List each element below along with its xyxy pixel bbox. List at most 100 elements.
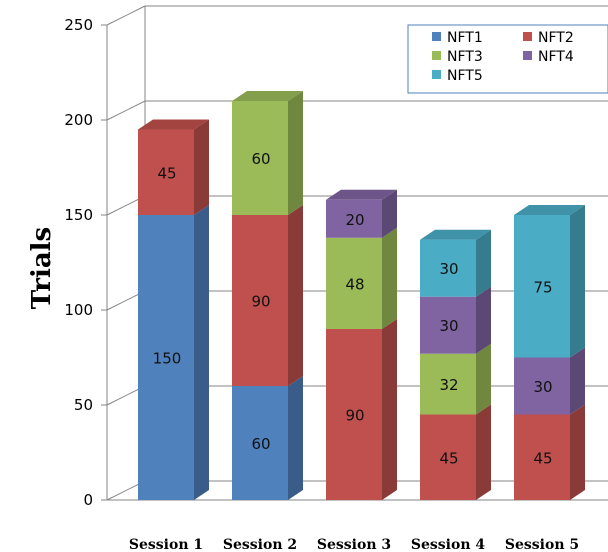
bar-segment: 48 xyxy=(326,227,397,329)
bar-side xyxy=(382,227,397,329)
bar-top xyxy=(326,189,397,200)
gridline-depth xyxy=(106,100,146,121)
x-category-label: Session 4 xyxy=(411,537,485,552)
bar-side xyxy=(382,319,397,500)
bar-front xyxy=(514,414,570,500)
bar-front xyxy=(232,215,288,386)
bar-segment: 20 xyxy=(326,189,397,238)
y-axis-label: Trials xyxy=(27,227,57,309)
y-tick-label: 0 xyxy=(83,491,93,509)
legend-swatch xyxy=(523,32,532,41)
legend: NFT1 NFT2 NFT3 NFT4 NFT5 xyxy=(407,24,608,94)
bar-side xyxy=(476,229,491,297)
bar-front xyxy=(138,215,194,500)
data-label: 30 xyxy=(439,260,458,278)
bar-side xyxy=(476,404,491,500)
bar-segment: 90 xyxy=(232,205,303,386)
bar-side xyxy=(476,343,491,415)
bar-side xyxy=(288,376,303,500)
bar-front xyxy=(514,215,570,358)
legend-swatch xyxy=(432,51,441,60)
legend-label: NFT5 xyxy=(447,68,483,84)
bar-front xyxy=(232,386,288,500)
bar-segment: 45 xyxy=(420,404,491,500)
bar-segment: 32 xyxy=(420,343,491,415)
bar-segment: 45 xyxy=(514,404,585,500)
bar-front xyxy=(326,199,382,238)
bar-segment: 30 xyxy=(514,347,585,415)
data-label: 30 xyxy=(533,378,552,396)
data-label: 30 xyxy=(439,317,458,335)
bar-front xyxy=(420,414,476,500)
bar-segment: 60 xyxy=(232,91,303,215)
legend-swatch xyxy=(432,70,441,79)
x-axis-categories: Session 1 Session 2 Session 3 Session 4 Sess… xyxy=(129,537,579,552)
bar-segment: 75 xyxy=(514,205,585,358)
bar-front xyxy=(326,237,382,329)
bar-segment: 45 xyxy=(138,119,209,215)
data-label: 90 xyxy=(251,293,270,311)
x-category-label: Session 3 xyxy=(317,537,391,552)
bar-front xyxy=(326,329,382,500)
legend-label: NFT2 xyxy=(538,30,574,46)
legend-swatch xyxy=(523,51,532,60)
data-label: 90 xyxy=(345,407,364,425)
gridline-depth xyxy=(106,5,146,26)
bar-segment: 30 xyxy=(420,229,491,297)
bar-front xyxy=(138,129,194,215)
legend-label: NFT1 xyxy=(447,30,483,46)
bar-front xyxy=(420,239,476,297)
y-tick-label: 50 xyxy=(74,396,93,414)
data-label: 60 xyxy=(251,435,270,453)
bar-side xyxy=(476,286,491,354)
bar-top xyxy=(420,229,491,240)
bar-segment: 150 xyxy=(138,205,209,500)
legend-item: NFT5 xyxy=(432,68,483,84)
data-label: 45 xyxy=(439,449,458,467)
bar-side xyxy=(288,205,303,386)
bar-front xyxy=(420,296,476,354)
legend-swatch xyxy=(432,32,441,41)
y-axis-ticks: 0 50 100 150 200 250 xyxy=(64,16,93,509)
bar-side xyxy=(570,205,585,358)
bar-side xyxy=(194,119,209,215)
legend-item: NFT4 xyxy=(523,49,574,65)
data-label: 32 xyxy=(439,376,458,394)
bar-front xyxy=(420,353,476,415)
y-tick-label: 200 xyxy=(64,111,93,129)
bar-top xyxy=(514,205,585,215)
x-category-label: Session 1 xyxy=(129,537,203,552)
bar-side xyxy=(288,91,303,215)
bar-side xyxy=(570,404,585,500)
bar-segment: 90 xyxy=(326,319,397,500)
legend-label: NFT3 xyxy=(447,49,483,65)
bars: 150 45 60 90 60 90 48 20 45 32 30 30 45 30 75 xyxy=(138,91,585,500)
legend-item: NFT3 xyxy=(432,49,483,65)
y-tick-label: 150 xyxy=(64,206,93,224)
y-tick-label: 100 xyxy=(64,301,93,319)
data-label: 60 xyxy=(251,150,270,168)
bar-segment: 30 xyxy=(420,286,491,354)
bar-side xyxy=(570,347,585,415)
data-label: 45 xyxy=(157,164,176,182)
data-label: 75 xyxy=(533,278,552,296)
bar-front xyxy=(514,357,570,415)
bar-segment: 60 xyxy=(232,376,303,500)
legend-box xyxy=(407,24,608,94)
y-tick-label: 250 xyxy=(64,16,93,34)
legend-item: NFT2 xyxy=(523,30,574,46)
bar-side xyxy=(194,205,209,500)
bar-side xyxy=(382,189,397,238)
data-label: 20 xyxy=(345,211,364,229)
bar-top xyxy=(232,91,303,101)
data-label: 150 xyxy=(153,350,182,368)
bar-top xyxy=(138,119,209,130)
data-label: 48 xyxy=(345,275,364,293)
x-category-label: Session 5 xyxy=(505,537,579,552)
legend-label: NFT4 xyxy=(538,49,574,65)
data-label: 45 xyxy=(533,449,552,467)
x-category-label: Session 2 xyxy=(223,537,297,552)
bar-front xyxy=(232,101,288,215)
legend-item: NFT1 xyxy=(432,30,483,46)
